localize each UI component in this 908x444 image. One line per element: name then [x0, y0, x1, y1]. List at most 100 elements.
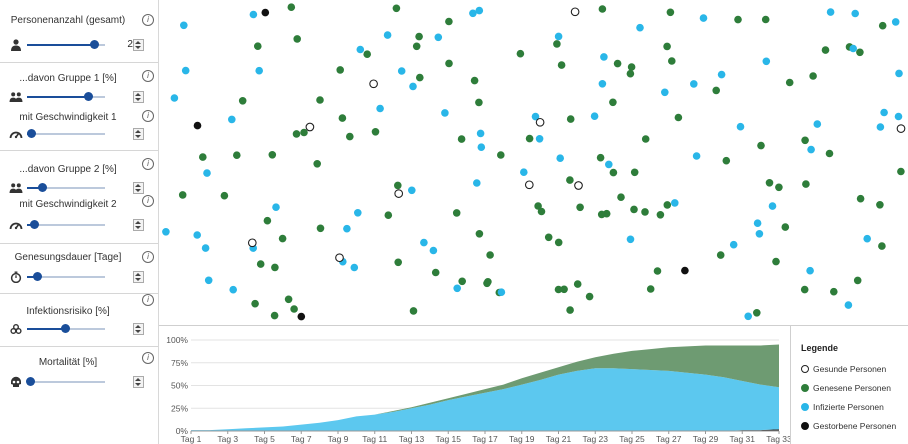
info-icon[interactable]: i — [142, 294, 154, 306]
recovered-person — [251, 299, 259, 308]
recovered-person — [363, 50, 371, 58]
recovered-person — [765, 179, 774, 187]
divider — [0, 62, 158, 63]
recovery-stepper[interactable] — [133, 271, 144, 283]
info-icon[interactable]: i — [142, 251, 154, 263]
recovery-slider-handle[interactable] — [32, 272, 42, 281]
recovered-person — [712, 86, 720, 95]
chevron-down-icon[interactable] — [135, 46, 141, 49]
recovered-person — [475, 230, 484, 238]
infected-person — [383, 31, 392, 39]
healthy-person — [305, 122, 315, 132]
recovered-person — [801, 136, 809, 145]
recovered-person — [772, 257, 780, 266]
infected-person — [849, 44, 857, 53]
speed1-slider-handle[interactable] — [27, 129, 37, 138]
info-icon[interactable]: i — [142, 70, 154, 82]
chevron-up-icon[interactable] — [135, 221, 141, 224]
recovered-person — [566, 115, 575, 123]
chevron-down-icon[interactable] — [135, 189, 141, 192]
infected-person — [813, 120, 822, 128]
recovered-person — [409, 307, 418, 315]
recovered-person — [270, 311, 279, 320]
chevron-down-icon[interactable] — [135, 135, 141, 138]
recovered-person — [452, 209, 461, 217]
group2-stepper[interactable] — [133, 182, 144, 194]
infected-person — [249, 10, 258, 19]
person-icon — [9, 38, 23, 51]
infection-slider-handle[interactable] — [61, 324, 70, 333]
recovered-person — [316, 224, 325, 233]
speed1-label: mit Geschwindigkeit 1 — [19, 112, 117, 123]
infection-stepper[interactable] — [133, 323, 144, 335]
chevron-down-icon[interactable] — [135, 330, 141, 333]
recovered-person — [663, 42, 671, 51]
infected-person — [590, 112, 599, 120]
recovered-person — [663, 201, 672, 209]
infected-person — [554, 32, 563, 41]
dead-person — [681, 266, 689, 275]
healthy-person — [570, 7, 580, 17]
recovered-person — [668, 57, 676, 65]
chevron-up-icon[interactable] — [135, 378, 141, 381]
recovered-person — [371, 128, 380, 136]
chevron-up-icon[interactable] — [135, 93, 141, 96]
population-slider[interactable] — [27, 40, 105, 49]
group2-slider[interactable] — [27, 183, 105, 192]
group1-label: ...davon Gruppe 1 [%] — [19, 73, 117, 84]
chevron-down-icon[interactable] — [135, 226, 141, 229]
info-icon[interactable]: i — [142, 352, 154, 364]
speed2-slider-handle[interactable] — [29, 220, 39, 229]
x-tick-label: Tag 3 — [217, 434, 238, 444]
infection-slider[interactable] — [27, 324, 105, 333]
speed1-stepper[interactable] — [133, 128, 144, 140]
population-stepper[interactable] — [133, 39, 144, 51]
speed1-slider[interactable] — [27, 129, 105, 138]
infected-person — [376, 104, 384, 113]
chevron-up-icon[interactable] — [135, 41, 141, 44]
speed2-stepper[interactable] — [133, 219, 144, 231]
series-area-2 — [191, 344, 779, 431]
chevron-up-icon[interactable] — [135, 273, 141, 276]
infected-person — [272, 203, 280, 211]
infected-person — [699, 14, 708, 22]
group2-slider-handle[interactable] — [37, 183, 47, 192]
chevron-up-icon[interactable] — [135, 130, 141, 133]
mortality-stepper[interactable] — [133, 376, 144, 388]
infected-person — [180, 21, 188, 30]
recovered-person — [566, 306, 574, 314]
group1-slider-handle[interactable] — [84, 92, 94, 101]
population-slider-handle[interactable] — [89, 40, 99, 49]
chevron-up-icon[interactable] — [135, 184, 141, 187]
recovered-person — [271, 263, 279, 272]
group1-slider[interactable] — [27, 92, 105, 101]
infected-person — [753, 219, 762, 227]
group1-stepper[interactable] — [133, 91, 144, 103]
mortality-slider[interactable] — [25, 377, 105, 386]
legend-swatch — [801, 422, 809, 430]
infected-person — [744, 312, 752, 321]
info-icon[interactable]: i — [142, 110, 154, 122]
x-tick-label: Tag 1 — [181, 434, 202, 444]
infected-person — [729, 240, 738, 249]
chevron-down-icon[interactable] — [135, 383, 141, 386]
info-icon[interactable]: i — [142, 195, 154, 207]
speed2-slider[interactable] — [27, 220, 105, 229]
recovered-person — [641, 135, 650, 143]
infected-person — [807, 145, 815, 154]
infected-person — [600, 53, 608, 61]
recovered-person — [878, 242, 886, 250]
infected-person — [894, 112, 903, 121]
chevron-up-icon[interactable] — [135, 325, 141, 328]
recovered-person — [856, 194, 865, 203]
info-icon[interactable]: i — [142, 14, 154, 26]
infected-person — [229, 285, 237, 294]
recovery-slider[interactable] — [27, 272, 105, 281]
mortality-slider-handle[interactable] — [25, 377, 35, 386]
chevron-down-icon[interactable] — [135, 98, 141, 101]
infected-person — [354, 209, 362, 217]
info-icon[interactable]: i — [142, 158, 154, 170]
infected-person — [441, 109, 449, 117]
infected-person — [350, 263, 359, 272]
chevron-down-icon[interactable] — [135, 278, 141, 281]
